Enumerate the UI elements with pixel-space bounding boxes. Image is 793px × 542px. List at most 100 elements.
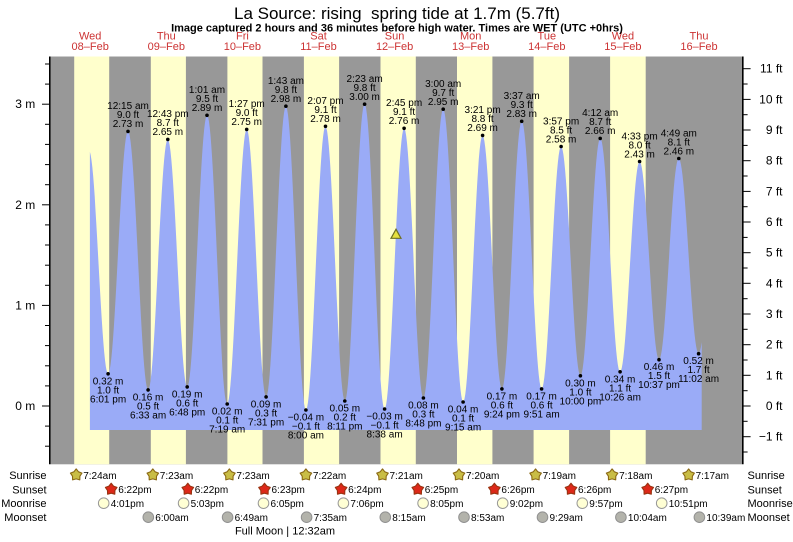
svg-text:2.95 m: 2.95 m bbox=[428, 97, 459, 108]
svg-text:15–Feb: 15–Feb bbox=[604, 41, 641, 53]
svg-text:6:01 pm: 6:01 pm bbox=[90, 394, 126, 405]
svg-text:6 ft: 6 ft bbox=[766, 215, 783, 229]
svg-text:10–Feb: 10–Feb bbox=[224, 41, 261, 53]
svg-text:0.1 ft: 0.1 ft bbox=[452, 414, 474, 425]
svg-text:6:24pm: 6:24pm bbox=[348, 485, 381, 496]
svg-text:8:11 pm: 8:11 pm bbox=[327, 422, 362, 433]
svg-text:9.8 ft: 9.8 ft bbox=[275, 85, 297, 96]
svg-text:0.2 ft: 0.2 ft bbox=[334, 413, 356, 424]
svg-text:6:25pm: 6:25pm bbox=[425, 485, 458, 496]
svg-text:9.8 ft: 9.8 ft bbox=[353, 83, 375, 94]
svg-text:9.1 ft: 9.1 ft bbox=[314, 105, 336, 116]
svg-text:Thu: Thu bbox=[690, 31, 709, 43]
svg-text:6:27pm: 6:27pm bbox=[655, 485, 688, 496]
svg-text:10:00 pm: 10:00 pm bbox=[560, 396, 602, 407]
svg-text:2.75 m: 2.75 m bbox=[231, 117, 262, 128]
svg-text:1 ft: 1 ft bbox=[766, 368, 783, 382]
svg-text:9:51 am: 9:51 am bbox=[524, 409, 560, 420]
svg-text:9:02pm: 9:02pm bbox=[510, 499, 543, 510]
svg-text:0.08 m: 0.08 m bbox=[408, 401, 439, 412]
svg-text:1.5 ft: 1.5 ft bbox=[648, 371, 670, 382]
svg-text:8:00 am: 8:00 am bbox=[288, 431, 324, 442]
svg-text:Wed: Wed bbox=[612, 31, 634, 43]
svg-text:Tue: Tue bbox=[538, 31, 557, 43]
svg-text:08–Feb: 08–Feb bbox=[72, 41, 109, 53]
svg-text:3:57 pm: 3:57 pm bbox=[543, 116, 579, 127]
svg-text:0.46 m: 0.46 m bbox=[644, 362, 675, 373]
svg-text:4:33 pm: 4:33 pm bbox=[622, 131, 658, 142]
svg-text:7:35am: 7:35am bbox=[314, 513, 347, 524]
svg-text:2 ft: 2 ft bbox=[766, 338, 783, 352]
svg-text:La Source: rising spring tide: La Source: rising spring tide at 1.7m (5… bbox=[234, 4, 560, 23]
svg-text:0.34 m: 0.34 m bbox=[605, 374, 636, 385]
svg-text:2:23 am: 2:23 am bbox=[347, 74, 383, 85]
svg-text:Sunset: Sunset bbox=[12, 484, 46, 496]
svg-text:5:03pm: 5:03pm bbox=[191, 499, 224, 510]
svg-text:7:23am: 7:23am bbox=[160, 471, 193, 482]
svg-text:7:06pm: 7:06pm bbox=[350, 499, 383, 510]
svg-text:6:26pm: 6:26pm bbox=[501, 485, 534, 496]
svg-text:3:21 pm: 3:21 pm bbox=[465, 105, 501, 116]
svg-text:7 ft: 7 ft bbox=[766, 184, 783, 198]
svg-text:0.19 m: 0.19 m bbox=[172, 389, 203, 400]
svg-text:10:37 pm: 10:37 pm bbox=[638, 380, 680, 391]
svg-text:2.58 m: 2.58 m bbox=[546, 134, 577, 145]
svg-text:Image captured 2 hours and 36: Image captured 2 hours and 36 minutes be… bbox=[171, 23, 623, 35]
svg-text:16–Feb: 16–Feb bbox=[680, 41, 717, 53]
svg-text:−0.04 m: −0.04 m bbox=[288, 413, 324, 424]
svg-text:8.0 ft: 8.0 ft bbox=[628, 140, 650, 151]
svg-text:0.17 m: 0.17 m bbox=[487, 391, 518, 402]
svg-text:6:33 am: 6:33 am bbox=[130, 410, 166, 421]
svg-text:10 ft: 10 ft bbox=[759, 92, 783, 106]
svg-text:−0.1 ft: −0.1 ft bbox=[292, 422, 320, 433]
svg-text:2.78 m: 2.78 m bbox=[310, 114, 341, 125]
svg-text:2.43 m: 2.43 m bbox=[624, 149, 655, 160]
svg-text:1.0 ft: 1.0 ft bbox=[569, 387, 591, 398]
svg-text:Sunrise: Sunrise bbox=[9, 470, 46, 482]
svg-text:9.0 ft: 9.0 ft bbox=[236, 108, 258, 119]
svg-text:8.5 ft: 8.5 ft bbox=[550, 125, 572, 136]
svg-text:8:15am: 8:15am bbox=[392, 513, 425, 524]
svg-text:11:02 am: 11:02 am bbox=[678, 374, 719, 385]
svg-text:12–Feb: 12–Feb bbox=[376, 41, 413, 53]
svg-text:11–Feb: 11–Feb bbox=[300, 41, 337, 53]
svg-text:Sun: Sun bbox=[385, 31, 405, 43]
svg-text:8:05pm: 8:05pm bbox=[430, 499, 463, 510]
svg-text:7:19 am: 7:19 am bbox=[209, 425, 245, 436]
svg-text:1:27 pm: 1:27 pm bbox=[229, 99, 265, 110]
svg-text:2:07 pm: 2:07 pm bbox=[307, 96, 343, 107]
svg-text:5 ft: 5 ft bbox=[766, 246, 783, 260]
svg-text:0.09 m: 0.09 m bbox=[251, 399, 282, 410]
svg-text:2 m: 2 m bbox=[15, 198, 35, 212]
svg-text:9 ft: 9 ft bbox=[766, 123, 783, 137]
svg-text:6:26pm: 6:26pm bbox=[578, 485, 611, 496]
svg-text:8.7 ft: 8.7 ft bbox=[589, 117, 611, 128]
svg-text:1:43 am: 1:43 am bbox=[268, 76, 304, 87]
svg-text:0.32 m: 0.32 m bbox=[93, 376, 124, 387]
svg-text:2.46 m: 2.46 m bbox=[664, 146, 695, 157]
svg-text:6:48 pm: 6:48 pm bbox=[169, 407, 205, 418]
svg-text:8:53am: 8:53am bbox=[471, 513, 504, 524]
svg-text:0.6 ft: 0.6 ft bbox=[491, 400, 513, 411]
svg-text:2.66 m: 2.66 m bbox=[585, 126, 616, 137]
svg-text:2.73 m: 2.73 m bbox=[113, 119, 144, 130]
svg-text:13–Feb: 13–Feb bbox=[452, 41, 489, 53]
svg-text:2.98 m: 2.98 m bbox=[271, 94, 302, 105]
svg-text:6:49am: 6:49am bbox=[235, 513, 268, 524]
svg-text:9.3 ft: 9.3 ft bbox=[511, 100, 533, 111]
svg-text:6:22pm: 6:22pm bbox=[118, 485, 151, 496]
svg-text:0.6 ft: 0.6 ft bbox=[176, 398, 198, 409]
svg-text:0.5 ft: 0.5 ft bbox=[137, 401, 159, 412]
svg-text:0.6 ft: 0.6 ft bbox=[530, 400, 552, 411]
svg-text:8.8 ft: 8.8 ft bbox=[471, 114, 493, 125]
svg-text:Wed: Wed bbox=[79, 31, 101, 43]
svg-text:2.69 m: 2.69 m bbox=[467, 123, 498, 134]
svg-text:10:04am: 10:04am bbox=[628, 513, 667, 524]
svg-text:Sunset: Sunset bbox=[748, 484, 782, 496]
svg-text:Sunrise: Sunrise bbox=[748, 470, 785, 482]
svg-text:3.00 m: 3.00 m bbox=[349, 92, 380, 103]
svg-text:9.5 ft: 9.5 ft bbox=[196, 94, 218, 105]
svg-text:0.52 m: 0.52 m bbox=[683, 356, 714, 367]
svg-text:0.17 m: 0.17 m bbox=[526, 391, 557, 402]
svg-text:3 ft: 3 ft bbox=[766, 307, 783, 321]
